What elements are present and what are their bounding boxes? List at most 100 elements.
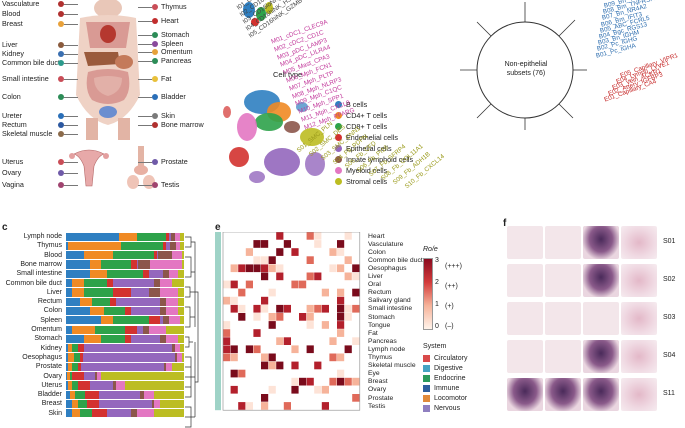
organ-label: Testis — [161, 180, 180, 189]
heatmap-tissue-label: Oral — [368, 281, 381, 289]
organ-label: Pancreas — [161, 56, 192, 65]
heatmap-cell — [276, 313, 284, 321]
composition-segment — [162, 241, 167, 251]
composition-segment — [89, 260, 102, 269]
heatmap-cell — [230, 353, 238, 362]
panel-e-letter: e — [215, 222, 221, 233]
system-label: Nervous — [434, 405, 461, 412]
organ-marker — [58, 113, 64, 119]
organ-marker — [152, 113, 158, 119]
scale-mark-label: (+++) — [445, 263, 462, 270]
umap-title: Cell type — [273, 70, 303, 79]
legend-swatch — [335, 101, 342, 108]
composition-segment — [71, 325, 96, 334]
composition-bar — [66, 306, 184, 316]
system-label: Immune — [434, 385, 460, 392]
composition-segment — [136, 260, 138, 269]
heatmap-cell — [268, 385, 276, 394]
heatmap-cell — [268, 361, 276, 370]
heatmap-cell — [306, 256, 314, 264]
heatmap-cell — [337, 288, 345, 297]
heatmap-cell — [230, 385, 238, 394]
organ-label: Rectum — [2, 120, 27, 129]
composition-segment — [77, 381, 90, 390]
scale-mark-label: (++) — [445, 283, 458, 290]
composition-segment — [71, 288, 84, 297]
histology-tile — [583, 264, 619, 297]
heatmap-cell — [268, 313, 276, 321]
composition-segment — [91, 409, 108, 418]
composition-bar — [66, 251, 184, 260]
histology-tile — [583, 302, 619, 335]
composition-segment — [113, 251, 155, 260]
heatmap-cell — [223, 329, 231, 337]
composition-bar — [66, 279, 184, 288]
composition-segment — [178, 288, 184, 297]
heatmap-cell — [306, 321, 314, 329]
heatmap-cell — [261, 353, 269, 362]
composition-segment — [160, 297, 167, 306]
heatmap-cell — [253, 313, 261, 321]
system-strip — [215, 232, 221, 411]
composition-segment — [142, 325, 149, 334]
heatmap-cell — [352, 264, 360, 273]
composition-segment — [142, 269, 149, 278]
composition-segment — [66, 260, 90, 269]
heatmap-cell — [268, 321, 276, 329]
organ-label: Fat — [161, 74, 172, 83]
composition-segment — [124, 306, 131, 316]
composition-segment — [66, 353, 69, 362]
heatmap-cell — [261, 361, 269, 370]
composition-segment — [154, 251, 157, 260]
organ-label: Heart — [161, 16, 179, 25]
composition-row-label: Omentum — [31, 326, 62, 333]
heatmap-cell — [314, 240, 322, 248]
heatmap-cell — [337, 321, 345, 329]
composition-segment — [91, 297, 110, 306]
heatmap-cell — [268, 288, 276, 297]
histology-tile — [545, 302, 581, 335]
system-swatch — [423, 405, 430, 412]
heatmap-cell — [352, 337, 360, 345]
composition-segment — [154, 409, 184, 418]
human-body-illustration — [76, 0, 140, 140]
heatmap-cell — [337, 329, 345, 337]
organ-marker — [58, 159, 64, 165]
histology-tile — [507, 378, 543, 411]
histology-tile — [507, 302, 543, 335]
composition-bar — [66, 372, 184, 381]
leader-line — [138, 7, 152, 8]
composition-segment — [66, 279, 72, 288]
heatmap-tissue-label: Heart — [368, 232, 385, 240]
composition-segment — [166, 241, 170, 251]
composition-segment — [166, 334, 179, 344]
legend-label: Myeloid cells — [346, 166, 388, 175]
composition-segment — [181, 251, 184, 260]
composition-segment — [83, 372, 96, 381]
leader-line — [64, 63, 78, 64]
composition-segment — [69, 372, 72, 381]
composition-segment — [66, 232, 120, 241]
organ-label: Ureter — [2, 111, 22, 120]
composition-bar — [66, 399, 184, 409]
composition-segment — [174, 353, 177, 362]
organ-label: Vasculature — [2, 0, 40, 8]
heatmap-cell — [261, 296, 269, 305]
composition-segment — [66, 390, 70, 399]
composition-segment — [68, 381, 72, 390]
heatmap-cell — [314, 361, 322, 370]
composition-segment — [168, 316, 181, 325]
heatmap-cell — [238, 402, 246, 410]
composition-segment — [137, 260, 150, 269]
composition-segment — [66, 344, 69, 353]
ratio-color-scale — [423, 258, 433, 330]
organ-label: Small intestine — [2, 74, 49, 83]
composition-segment — [160, 334, 167, 344]
leader-line — [138, 162, 152, 163]
heatmap-tissue-label: Tongue — [368, 321, 391, 329]
system-legend-title: System — [423, 343, 447, 350]
heatmap-cell — [276, 232, 284, 240]
legend-swatch — [335, 134, 342, 141]
composition-segment — [95, 372, 97, 381]
system-label: Endocrine — [434, 375, 466, 382]
